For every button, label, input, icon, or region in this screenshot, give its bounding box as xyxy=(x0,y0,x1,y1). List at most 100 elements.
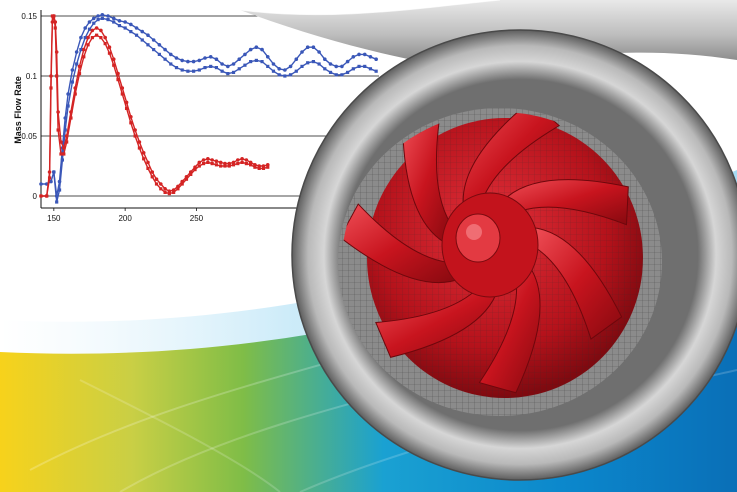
data-point xyxy=(87,20,92,24)
data-point xyxy=(86,35,90,40)
data-point xyxy=(277,67,281,71)
data-point xyxy=(91,16,96,21)
data-point xyxy=(248,47,253,52)
data-point xyxy=(189,172,193,176)
data-point xyxy=(265,55,270,59)
data-point xyxy=(112,20,116,24)
data-point xyxy=(236,158,240,162)
data-point xyxy=(240,160,244,164)
data-point xyxy=(311,60,315,64)
data-point xyxy=(253,165,257,169)
y-axis-label: Mass Flow Rate xyxy=(13,76,23,144)
data-point xyxy=(90,36,94,40)
data-point xyxy=(69,116,73,120)
data-point xyxy=(83,36,87,40)
data-point xyxy=(197,164,201,168)
data-point xyxy=(57,188,62,192)
data-point xyxy=(95,33,99,37)
data-point xyxy=(345,59,350,64)
data-point xyxy=(117,19,122,23)
impeller xyxy=(342,112,643,398)
data-point xyxy=(323,67,327,71)
data-point xyxy=(53,26,57,30)
data-point xyxy=(214,159,219,163)
data-point xyxy=(134,26,139,30)
data-point xyxy=(129,30,133,34)
data-point xyxy=(227,164,231,168)
data-point xyxy=(49,179,53,184)
data-point xyxy=(79,48,83,52)
data-point xyxy=(167,192,171,196)
data-point xyxy=(117,24,122,28)
data-point xyxy=(243,63,247,67)
data-point xyxy=(60,158,64,162)
data-point xyxy=(39,182,43,186)
data-point xyxy=(201,162,206,166)
data-point xyxy=(137,146,142,150)
data-point xyxy=(140,38,144,42)
data-point xyxy=(328,62,333,66)
data-point xyxy=(129,22,133,27)
data-point xyxy=(237,57,242,61)
data-point xyxy=(129,121,133,125)
impeller-blade xyxy=(530,226,623,340)
data-point xyxy=(244,162,248,166)
data-point xyxy=(146,43,150,47)
data-point xyxy=(146,166,150,170)
data-point xyxy=(65,140,69,144)
data-point xyxy=(220,69,224,73)
data-point xyxy=(368,67,373,71)
data-point xyxy=(116,78,120,82)
data-point xyxy=(193,168,197,172)
data-point xyxy=(236,162,240,166)
data-point xyxy=(99,36,103,40)
data-point xyxy=(83,26,88,30)
data-point xyxy=(100,13,105,17)
data-point xyxy=(305,45,310,49)
data-point xyxy=(94,26,99,30)
data-point xyxy=(180,68,184,72)
data-point xyxy=(106,14,110,18)
data-point xyxy=(59,152,63,156)
data-point xyxy=(219,164,223,168)
data-point xyxy=(191,59,196,64)
data-point xyxy=(283,74,287,78)
data-point xyxy=(210,158,214,162)
data-point xyxy=(340,64,344,69)
data-point xyxy=(288,64,293,69)
data-point xyxy=(206,157,210,161)
data-point xyxy=(214,57,219,61)
data-point xyxy=(56,128,60,132)
data-point xyxy=(100,16,104,20)
data-point xyxy=(334,73,338,77)
data-point xyxy=(351,55,356,59)
data-point xyxy=(180,182,184,186)
data-point xyxy=(180,58,184,63)
impeller-blade xyxy=(375,287,499,358)
data-point xyxy=(311,45,316,49)
data-point xyxy=(260,47,264,52)
data-point xyxy=(107,51,112,55)
data-point xyxy=(240,157,244,161)
y-tick-label: 0.1 xyxy=(26,72,38,81)
data-point xyxy=(209,64,213,68)
data-point xyxy=(201,158,206,162)
data-point xyxy=(39,194,43,198)
data-point xyxy=(159,187,163,191)
x-tick-label: 200 xyxy=(118,214,132,223)
x-tick-label: 150 xyxy=(47,214,61,223)
data-point xyxy=(288,73,293,77)
data-point xyxy=(271,62,276,66)
data-point xyxy=(70,80,74,84)
data-point xyxy=(86,43,90,47)
data-point xyxy=(124,106,129,110)
data-point xyxy=(169,62,173,66)
data-point xyxy=(243,52,247,57)
data-point xyxy=(140,29,145,34)
data-point xyxy=(154,182,159,186)
data-point xyxy=(152,48,156,52)
data-point xyxy=(55,200,59,204)
data-point xyxy=(334,64,339,69)
data-point xyxy=(176,187,180,191)
